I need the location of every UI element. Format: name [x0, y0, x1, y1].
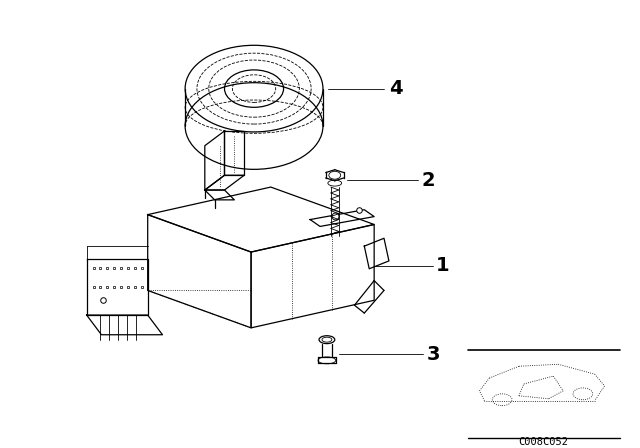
- Text: C008C052: C008C052: [518, 437, 568, 447]
- Text: 1: 1: [436, 256, 450, 276]
- Text: 3: 3: [426, 345, 440, 364]
- Text: 2: 2: [421, 171, 435, 190]
- Text: 4: 4: [389, 79, 403, 98]
